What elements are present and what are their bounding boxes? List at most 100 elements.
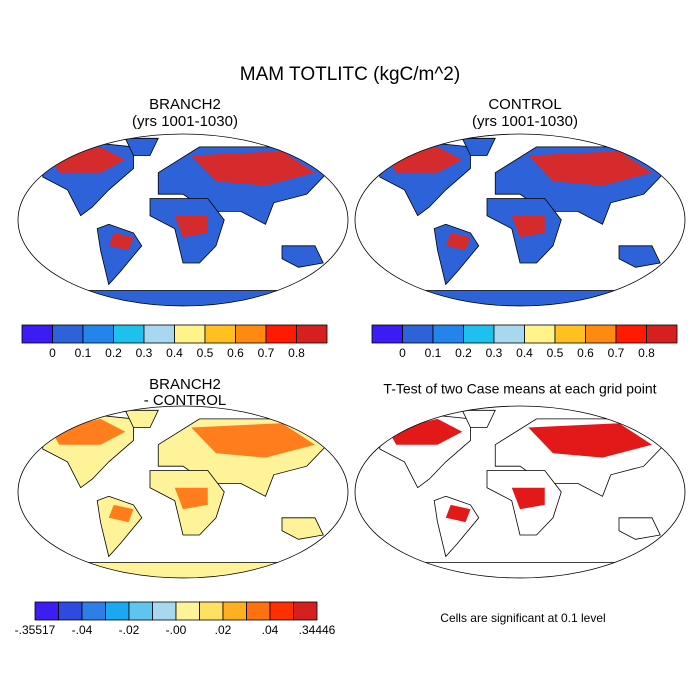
panel-subtitle: (yrs 1001-1030) bbox=[472, 113, 578, 130]
colorbar-box bbox=[296, 324, 328, 344]
map-patch bbox=[191, 423, 315, 458]
colorbar-box bbox=[222, 601, 247, 621]
map-patch bbox=[108, 504, 134, 523]
colorbar-box bbox=[615, 324, 647, 344]
figure-title: MAM TOTLITC (kgC/m^2) bbox=[240, 64, 460, 85]
continent bbox=[96, 495, 143, 558]
map-patch bbox=[528, 423, 652, 458]
continent bbox=[124, 137, 159, 156]
map bbox=[33, 137, 333, 306]
colorbar-box bbox=[269, 601, 294, 621]
continent bbox=[618, 517, 661, 540]
colorbar-label: 0.8 bbox=[638, 346, 655, 360]
colorbar-label: .02 bbox=[215, 623, 232, 637]
map-patch bbox=[191, 151, 315, 186]
colorbar-label: 0 bbox=[49, 346, 56, 360]
colorbar-box bbox=[646, 324, 678, 344]
map bbox=[33, 409, 333, 578]
colorbar-label: 0.3 bbox=[136, 346, 153, 360]
colorbar-box bbox=[143, 324, 175, 344]
continent bbox=[433, 223, 480, 286]
map-patch bbox=[51, 146, 126, 173]
map-patch bbox=[108, 232, 134, 251]
colorbar-label: 0.1 bbox=[75, 346, 92, 360]
colorbar-box bbox=[174, 324, 206, 344]
map-patch bbox=[511, 487, 545, 510]
panel-title: T-Test of two Case means at each grid po… bbox=[383, 381, 656, 397]
colorbar-label: 0.8 bbox=[288, 346, 305, 360]
colorbar-label: 0.3 bbox=[486, 346, 503, 360]
colorbar-box bbox=[34, 601, 59, 621]
colorbar-label: 0.7 bbox=[258, 346, 275, 360]
panel-title: BRANCH2 bbox=[149, 376, 221, 393]
map-border bbox=[17, 405, 349, 579]
colorbar-box bbox=[402, 324, 434, 344]
colorbar-box bbox=[463, 324, 495, 344]
continent bbox=[281, 517, 324, 540]
colorbar-label: 0.2 bbox=[105, 346, 122, 360]
colorbar-box bbox=[371, 324, 403, 344]
map-border bbox=[17, 133, 349, 307]
map-border bbox=[354, 405, 686, 579]
colorbar-label: 0.5 bbox=[547, 346, 564, 360]
colorbar-label: -.35517 bbox=[15, 623, 56, 637]
colorbar-box bbox=[152, 601, 177, 621]
map-patch bbox=[388, 418, 463, 445]
colorbar-box bbox=[265, 324, 297, 344]
colorbar-box bbox=[58, 601, 83, 621]
continent bbox=[124, 409, 159, 428]
continent bbox=[433, 495, 480, 558]
colorbar-label: -.00 bbox=[166, 623, 187, 637]
map-patch bbox=[174, 215, 208, 238]
colorbar-box bbox=[113, 324, 145, 344]
continent bbox=[461, 137, 496, 156]
continent bbox=[370, 562, 670, 578]
colorbar-label: 0.1 bbox=[425, 346, 442, 360]
map-patch bbox=[388, 146, 463, 173]
colorbar-box bbox=[204, 324, 236, 344]
colorbar-box bbox=[524, 324, 556, 344]
continent bbox=[33, 290, 333, 306]
colorbar-label: -.02 bbox=[119, 623, 140, 637]
colorbar-box bbox=[554, 324, 586, 344]
colorbar-box bbox=[21, 324, 53, 344]
continent bbox=[33, 562, 333, 578]
colorbar-box bbox=[235, 324, 267, 344]
colorbar-label: 0.4 bbox=[166, 346, 183, 360]
colorbar-box bbox=[128, 601, 153, 621]
panel-subtitle: - CONTROL bbox=[144, 392, 227, 409]
map-patch bbox=[528, 151, 652, 186]
map-border bbox=[354, 133, 686, 307]
note: Cells are significant at 0.1 level bbox=[440, 611, 605, 625]
continent bbox=[281, 245, 324, 268]
colorbar-box bbox=[585, 324, 617, 344]
colorbar-label: -.04 bbox=[72, 623, 93, 637]
colorbar-box bbox=[175, 601, 200, 621]
colorbar-label: 0.4 bbox=[516, 346, 533, 360]
colorbar-label: 0.2 bbox=[455, 346, 472, 360]
colorbar-label: 0.6 bbox=[577, 346, 594, 360]
colorbar-box bbox=[246, 601, 271, 621]
map bbox=[370, 137, 670, 306]
map-patch bbox=[445, 504, 471, 523]
continent bbox=[461, 409, 496, 428]
colorbar-label: 0 bbox=[399, 346, 406, 360]
colorbar-box bbox=[293, 601, 318, 621]
panel-subtitle: (yrs 1001-1030) bbox=[132, 113, 238, 130]
colorbar-box bbox=[105, 601, 130, 621]
colorbar-label: 0.6 bbox=[227, 346, 244, 360]
map bbox=[370, 409, 670, 578]
continent bbox=[96, 223, 143, 286]
continent bbox=[618, 245, 661, 268]
map-patch bbox=[174, 487, 208, 510]
colorbar-label: 0.5 bbox=[197, 346, 214, 360]
map-patch bbox=[511, 215, 545, 238]
panel-title: CONTROL bbox=[488, 96, 561, 113]
colorbar-label: 0.7 bbox=[608, 346, 625, 360]
map-patch bbox=[51, 418, 126, 445]
colorbar-box bbox=[493, 324, 525, 344]
continent bbox=[370, 290, 670, 306]
colorbar-box bbox=[432, 324, 464, 344]
panel-title: BRANCH2 bbox=[149, 96, 221, 113]
